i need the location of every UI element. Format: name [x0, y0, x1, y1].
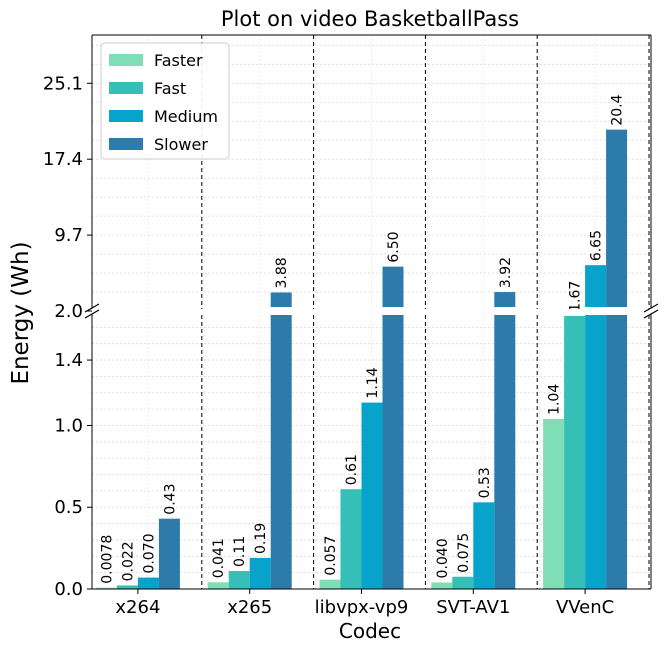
bar-value-label: 6.65	[589, 230, 605, 261]
bar-slower-upper	[382, 266, 404, 307]
x-tick-label: x264	[115, 597, 160, 618]
bar-value-label: 6.50	[386, 231, 402, 262]
bar-slower-lower	[382, 315, 404, 589]
bar-slower-lower	[494, 315, 516, 589]
bar-medium	[249, 557, 271, 589]
legend-box	[100, 42, 230, 160]
bar-value-label: 1.14	[365, 367, 381, 398]
legend-swatch-faster	[109, 54, 143, 66]
legend-label-medium: Medium	[154, 107, 218, 126]
bar-faster	[207, 582, 229, 589]
y-tick-label: 25.1	[43, 73, 83, 94]
bar-faster	[543, 418, 565, 589]
x-axis-label: Codec	[339, 619, 401, 643]
bar-faster	[431, 582, 453, 589]
chart-title: Plot on video BasketballPass	[221, 7, 519, 31]
bar-value-label: 0.43	[162, 484, 178, 515]
bar-medium-lower	[585, 315, 607, 589]
y-tick-label: 9.7	[54, 225, 83, 246]
bar-value-label: 1.67	[568, 281, 584, 312]
legend-label-faster: Faster	[154, 51, 203, 70]
y-axis-label: Energy (Wh)	[8, 241, 34, 384]
y-tick-label: 0.5	[54, 497, 83, 518]
x-tick-label: SVT-AV1	[436, 597, 510, 618]
bar-value-label: 0.041	[211, 538, 227, 578]
bar-slower-upper	[270, 292, 292, 307]
bar-value-label: 0.040	[435, 538, 451, 578]
bar-value-label: 0.53	[477, 467, 493, 498]
axis-break-mark	[84, 309, 100, 319]
y-tick-label: 2.0	[54, 301, 83, 322]
bar-value-label: 1.04	[547, 384, 563, 415]
x-tick-label: x265	[227, 597, 272, 618]
bar-faster	[319, 579, 341, 589]
bar-medium	[473, 502, 495, 589]
bar-medium-upper	[585, 265, 607, 307]
legend-swatch-slower	[109, 138, 143, 150]
bar-value-label: 0.0078	[99, 535, 115, 584]
legend-label-fast: Fast	[154, 79, 186, 98]
axis-break-mark	[643, 303, 659, 313]
y-tick-label: 0.0	[54, 579, 83, 600]
bar-value-label: 3.92	[498, 257, 514, 288]
bar-value-label: 0.19	[253, 523, 269, 554]
bar-value-label: 0.070	[141, 533, 157, 573]
bar-medium	[361, 402, 383, 589]
bar-value-label: 0.022	[120, 541, 136, 581]
x-tick-label: VVenC	[556, 597, 614, 618]
bar-slower-lower	[606, 315, 628, 589]
bar-fast	[340, 489, 362, 589]
axis-break-mark	[643, 309, 659, 319]
bar-fast	[228, 571, 250, 589]
bar-medium	[137, 577, 159, 589]
bar-slower-lower	[270, 315, 292, 589]
y-tick-label: 1.0	[54, 415, 83, 436]
bar-fast	[452, 576, 474, 589]
bar-faster	[95, 587, 117, 589]
bar-fast	[116, 585, 138, 589]
bar-value-label: 20.4	[610, 94, 626, 125]
legend-swatch-medium	[109, 110, 143, 122]
bar-value-label: 0.075	[456, 533, 472, 573]
y-tick-label: 17.4	[43, 149, 83, 170]
legend-swatch-fast	[109, 82, 143, 94]
bar-value-label: 0.61	[344, 454, 360, 485]
bar-fast	[564, 315, 586, 589]
axis-break-band	[91, 309, 652, 314]
bar-slower-upper	[494, 292, 516, 307]
bar-value-label: 0.11	[232, 536, 248, 567]
legend-label-slower: Slower	[154, 135, 208, 154]
bar-value-label: 0.057	[323, 536, 339, 576]
bar-slower-upper	[606, 129, 628, 307]
bar-slower	[158, 518, 180, 589]
x-tick-label: libvpx-vp9	[315, 597, 409, 618]
bar-value-label: 3.88	[274, 257, 290, 288]
y-tick-label: 1.4	[54, 350, 83, 371]
